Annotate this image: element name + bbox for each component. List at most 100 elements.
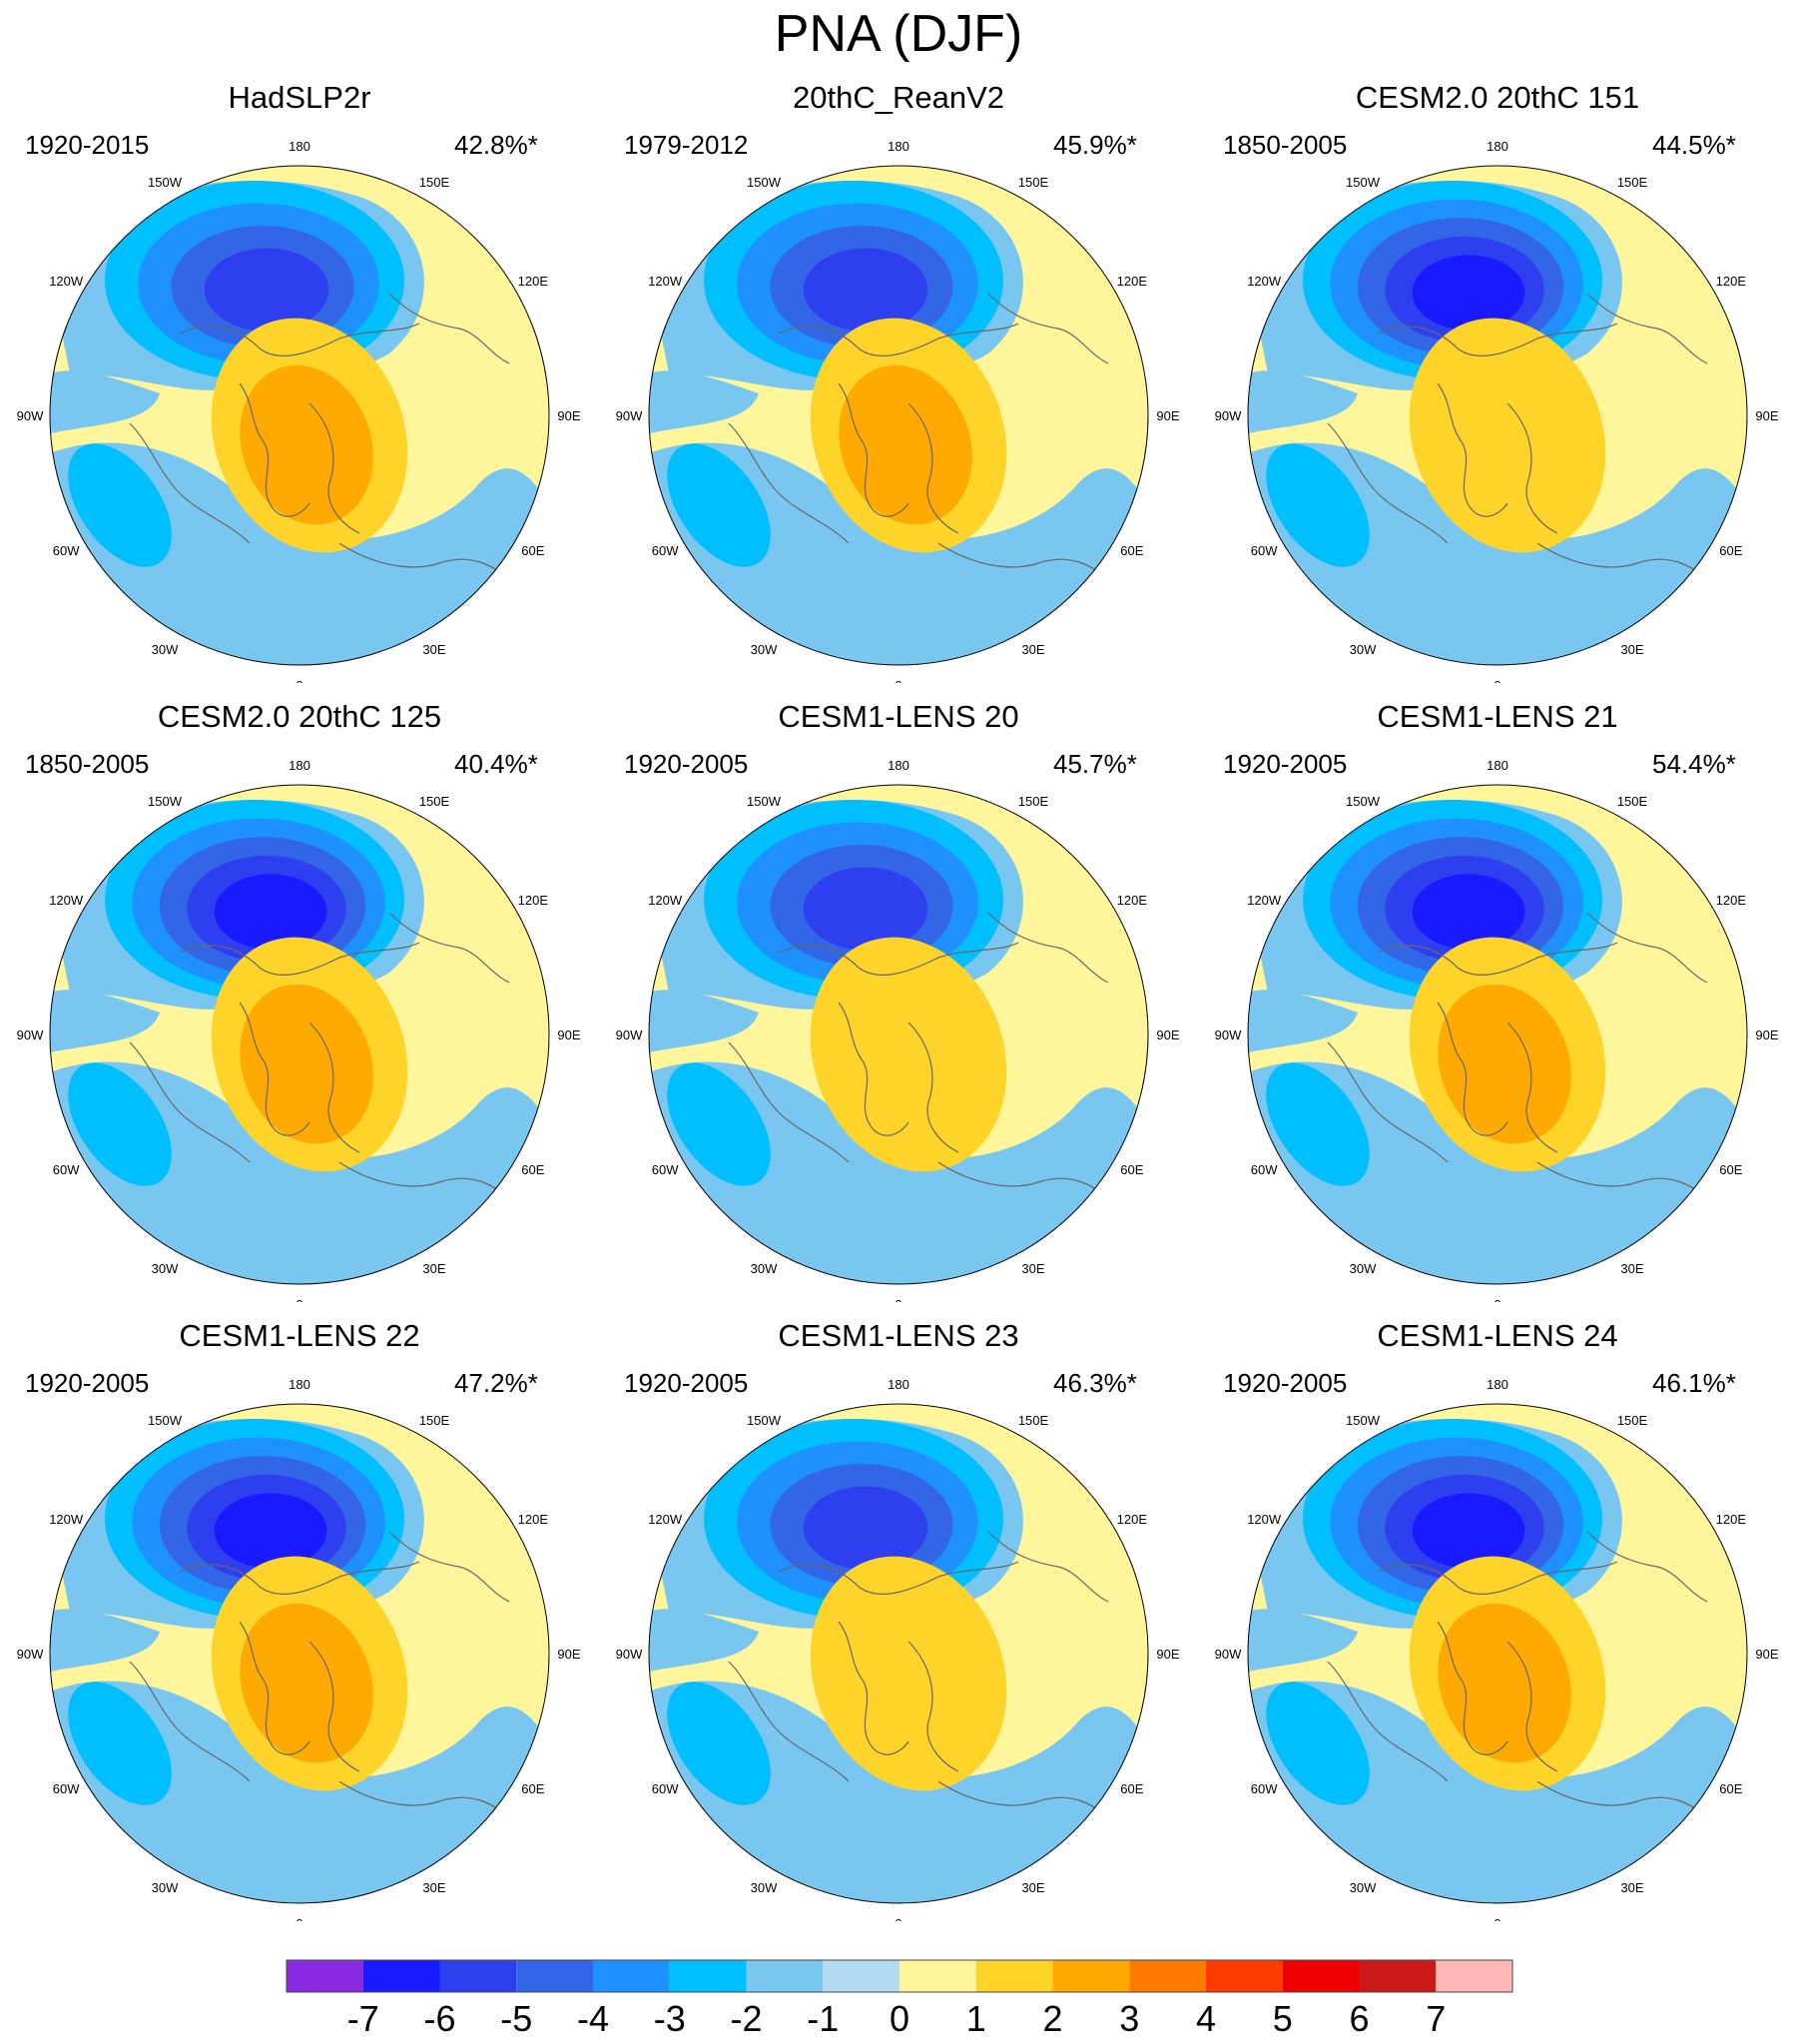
colorbar-tick-label: 5 <box>1272 1998 1293 2039</box>
longitude-label: 60W <box>53 1162 80 1177</box>
longitude-label: 60E <box>1120 543 1143 558</box>
polar-map: 180 150E 120E 90E 60E 30E 0 30W 60W 90W 120W 150W <box>616 139 1180 683</box>
panel-title: CESM2.0 20thC 125 <box>157 699 442 734</box>
colorbar-tick-label: 6 <box>1349 1998 1370 2039</box>
panel-title: HadSLP2r <box>228 80 371 115</box>
longitude-label: 60W <box>652 543 679 558</box>
field-negative-0-1 <box>1248 1681 1747 1903</box>
panel-title: CESM1-LENS 20 <box>778 699 1019 734</box>
map-boundary <box>49 784 550 1285</box>
panel-explained-variance: 47.2%* <box>454 1368 538 1398</box>
coastline <box>1506 1641 1558 1772</box>
field-positive-high <box>1438 984 1571 1144</box>
panel-explained-variance: 46.1%* <box>1652 1368 1736 1398</box>
panel-period: 1920-2005 <box>624 749 749 779</box>
longitude-label: 90W <box>616 1027 643 1042</box>
field-negative-low <box>803 1486 928 1570</box>
panel-title: CESM1-LENS 21 <box>1377 699 1618 734</box>
panel-period: 1850-2005 <box>25 749 150 779</box>
longitude-label: 180 <box>1487 1377 1508 1392</box>
longitude-label: 60W <box>652 1162 679 1177</box>
polar-map: 180 150E 120E 90E 60E 30E 0 30W 60W 90W 120W 150W <box>17 758 581 1302</box>
longitude-label: 150W <box>1346 794 1381 809</box>
panel-title: CESM1-LENS 24 <box>1377 1318 1618 1353</box>
coastline <box>778 942 1019 976</box>
map-panel: CESM1-LENS 22 1920-2005 47.2%* 180 150E 120E 9… <box>10 1318 589 1937</box>
coastline <box>308 402 360 534</box>
longitude-label: 120W <box>1247 893 1282 908</box>
colorbar-swatch <box>669 1960 747 1992</box>
coastline <box>308 1641 360 1772</box>
map-panel: CESM1-LENS 23 1920-2005 46.3%* 180 150E 120E 9… <box>609 1318 1188 1937</box>
longitude-label: 120E <box>1716 274 1747 289</box>
coastline <box>388 293 510 364</box>
longitude-label: 60E <box>521 1781 544 1796</box>
colorbar-swatch <box>899 1960 976 1992</box>
field-negative-0-1 <box>1248 1061 1747 1284</box>
panel-explained-variance: 45.9%* <box>1053 130 1137 160</box>
colorbar-tick-label: -5 <box>500 1998 533 2039</box>
longitude-label: 180 <box>888 758 909 773</box>
longitude-label: 90W <box>1215 408 1242 423</box>
field-negative-0-1 <box>50 1681 549 1903</box>
longitude-label: 180 <box>888 1377 909 1392</box>
coastline <box>1437 382 1508 517</box>
colorbar-swatch <box>516 1960 593 1992</box>
longitude-label: 150E <box>419 175 450 190</box>
longitude-label: 30W <box>1350 642 1377 657</box>
longitude-label: 90W <box>616 1647 643 1662</box>
coastline <box>1377 1561 1618 1595</box>
panel-title: CESM1-LENS 23 <box>778 1318 1019 1353</box>
coastline <box>1506 402 1558 534</box>
field-negative-low <box>803 867 928 951</box>
colorbar-tick-label: -7 <box>346 1998 379 2039</box>
longitude-label: 30W <box>1350 1261 1377 1276</box>
coastline <box>388 912 510 984</box>
colorbar-tick-label: 4 <box>1195 1998 1217 2039</box>
longitude-label: 30E <box>422 1880 445 1895</box>
colorbar-tick-label: -2 <box>730 1998 763 2039</box>
longitude-label: 120E <box>518 1512 549 1527</box>
longitude-label: 60W <box>1251 1781 1278 1796</box>
longitude-label: 150W <box>1346 1413 1381 1428</box>
longitude-label: 90E <box>1156 408 1179 423</box>
longitude-label: 180 <box>888 139 909 154</box>
longitude-label: 60W <box>53 543 80 558</box>
polar-map: 180 150E 120E 90E 60E 30E 0 30W 60W 90W 120W 150W <box>616 758 1180 1302</box>
longitude-label: 150E <box>1617 175 1648 190</box>
coastline <box>1437 1621 1508 1755</box>
field-negative-low <box>1412 255 1525 331</box>
field-negative-0-1 <box>1248 442 1747 665</box>
colorbar-tick-label: 3 <box>1119 1998 1140 2039</box>
colorbar-swatch <box>439 1960 517 1992</box>
coastline <box>1327 422 1449 544</box>
longitude-label: 120E <box>1117 1512 1148 1527</box>
colorbar-tick-label: 7 <box>1426 1998 1447 2039</box>
longitude-label: 90W <box>17 1647 44 1662</box>
map-boundary <box>1247 1403 1748 1904</box>
longitude-label: 150W <box>148 794 183 809</box>
map-boundary <box>648 165 1149 666</box>
field-negative-atlantic <box>68 1062 172 1186</box>
field-negative-atlantic <box>68 1682 172 1805</box>
longitude-label: 60E <box>1719 1162 1742 1177</box>
longitude-label: 120W <box>648 274 683 289</box>
longitude-label: 90W <box>616 408 643 423</box>
longitude-label: 120E <box>1716 1512 1747 1527</box>
panel-explained-variance: 42.8%* <box>454 130 538 160</box>
longitude-label: 120E <box>518 274 549 289</box>
longitude-label: 150E <box>1018 794 1049 809</box>
chart-title: PNA (DJF) <box>774 5 1023 63</box>
longitude-label: 30W <box>751 1880 778 1895</box>
longitude-label: 60W <box>1251 1162 1278 1177</box>
field-negative-atlantic <box>667 1682 771 1805</box>
colorbar-swatch <box>287 1960 363 1992</box>
longitude-label: 90W <box>1215 1027 1242 1042</box>
map-boundary <box>648 1403 1149 1904</box>
coastline <box>907 1022 959 1153</box>
field-negative-low <box>214 874 327 950</box>
longitude-label: 150W <box>1346 175 1381 190</box>
map-panel: CESM2.0 20thC 151 1850-2005 44.5%* 180 150E 1… <box>1208 80 1787 699</box>
coastline <box>129 422 251 544</box>
coastline <box>1586 912 1708 984</box>
